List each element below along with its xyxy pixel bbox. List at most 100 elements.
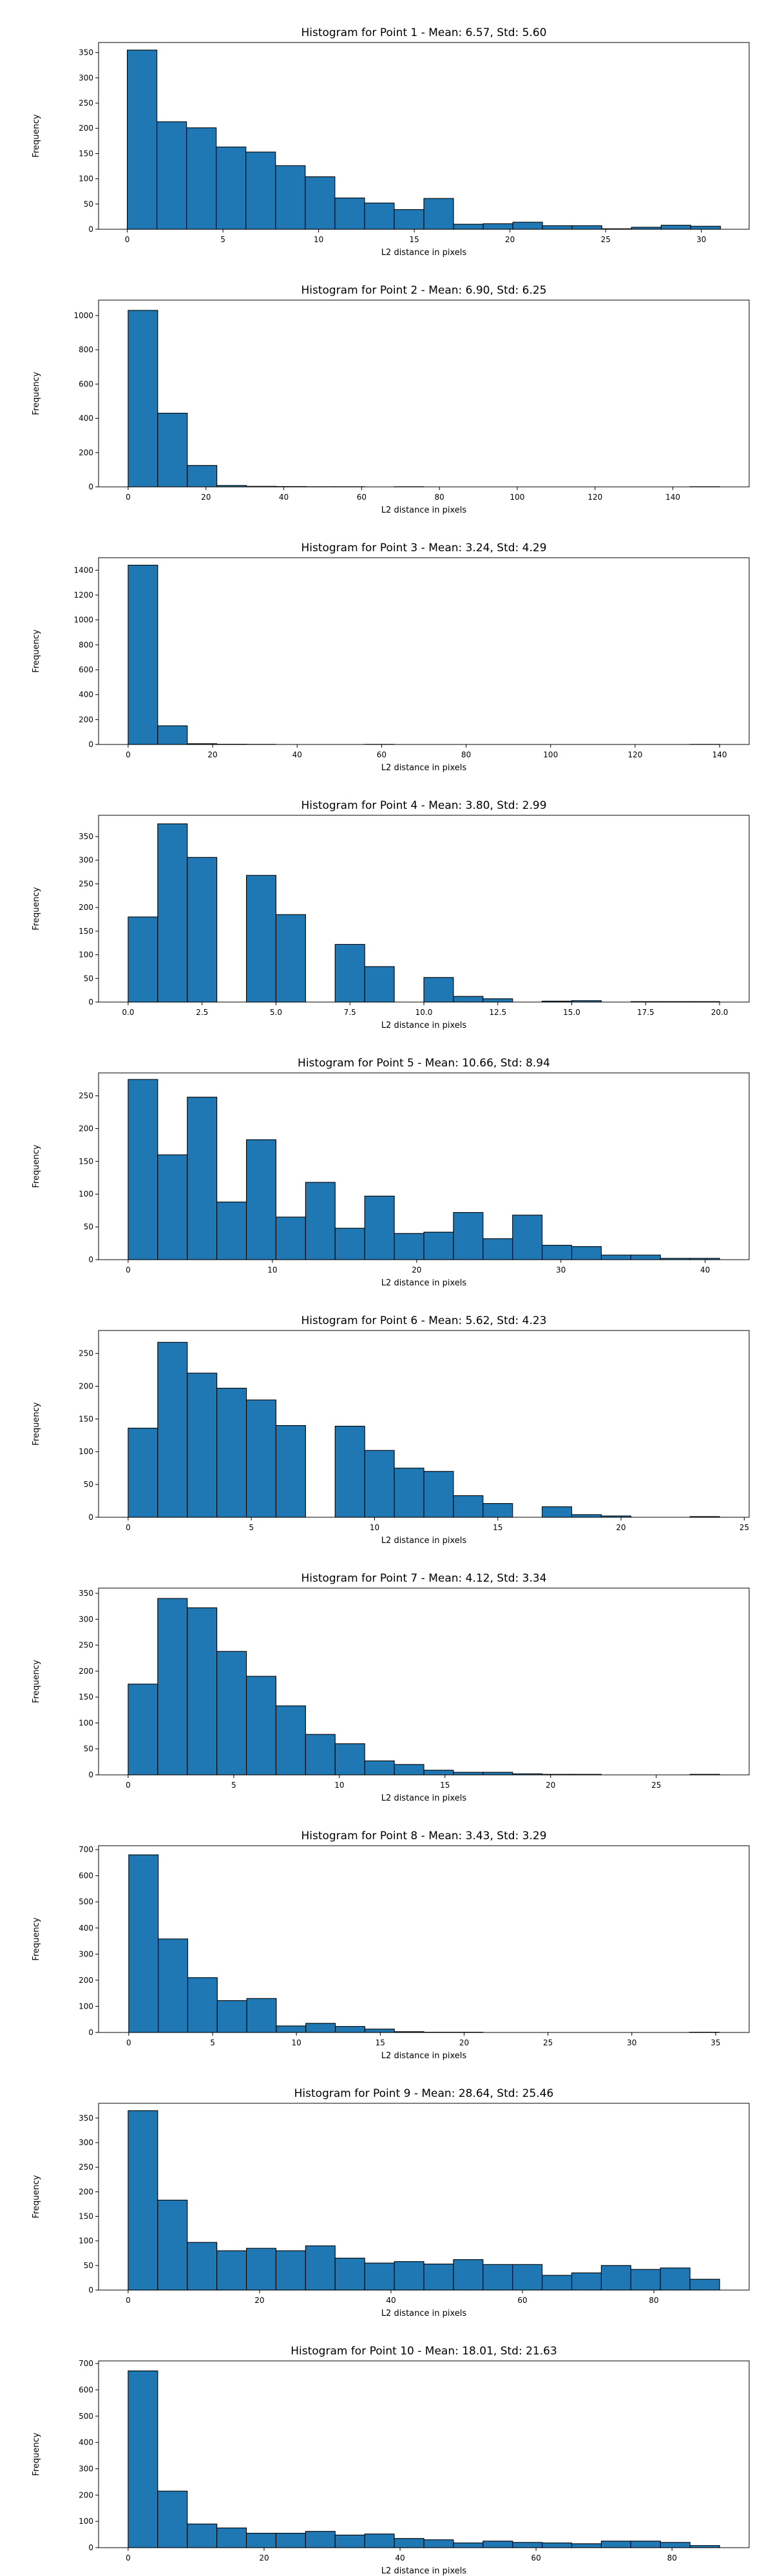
histogram-bar (334, 2534, 365, 2548)
histogram-bar (334, 2257, 365, 2291)
histogram-bar (660, 225, 691, 230)
histogram-bar (542, 2275, 573, 2291)
x-tick-label: 25 (543, 2038, 553, 2047)
histogram-bar (571, 1246, 602, 1260)
chart-title: Histogram for Point 7 - Mean: 4.12, Std:… (301, 1572, 546, 1585)
x-tick-label: 40 (279, 493, 289, 502)
y-axis-label: Frequency (32, 114, 41, 157)
y-tick-label: 100 (79, 2002, 93, 2011)
x-tick-label: 5 (220, 235, 225, 244)
histogram-bar (157, 121, 187, 230)
axes-frame (98, 2360, 750, 2548)
histogram-bar (334, 1743, 365, 1776)
x-axis-label: L2 distance in pixels (381, 2051, 467, 2061)
histogram-bar (128, 565, 158, 745)
y-tick-label: 200 (79, 1667, 93, 1676)
histogram-bar (157, 1154, 188, 1260)
axes-frame (98, 299, 750, 488)
x-tick-label: 0 (125, 235, 130, 244)
x-tick-label: 100 (543, 750, 558, 759)
histogram-bar (453, 2543, 484, 2548)
y-tick-label: 100 (79, 2237, 93, 2246)
y-tick-label: 350 (79, 2114, 93, 2123)
histogram-bar (275, 1425, 306, 1518)
chart-title: Histogram for Point 5 - Mean: 10.66, Std… (298, 1057, 550, 1070)
histogram-bar (245, 1676, 277, 1776)
y-axis-label: Frequency (32, 1660, 41, 1703)
y-tick-label: 300 (79, 1949, 93, 1958)
y-tick-label: 0 (88, 2543, 93, 2552)
x-tick-label: 10 (267, 1265, 277, 1274)
histogram-bar (423, 198, 454, 230)
chart-title: Histogram for Point 2 - Mean: 6.90, Std:… (301, 284, 546, 297)
x-tick-label: 100 (510, 493, 525, 502)
histogram-bar (245, 1399, 277, 1518)
y-tick-label: 700 (79, 1845, 93, 1854)
x-tick-label: 40 (386, 2296, 396, 2305)
y-tick-label: 250 (79, 1641, 93, 1650)
histogram-bar (542, 225, 573, 230)
histogram-bar (423, 1770, 454, 1776)
x-tick-label: 5 (249, 1523, 254, 1532)
x-tick-label: 0 (126, 1781, 131, 1790)
histogram-bar (216, 2250, 247, 2291)
x-tick-label: 30 (627, 2038, 636, 2047)
x-tick-label: 60 (517, 2296, 527, 2305)
x-tick-label: 80 (435, 493, 444, 502)
x-tick-label: 20 (459, 2038, 469, 2047)
x-tick-label: 12.5 (489, 1008, 506, 1017)
histogram-bar (275, 1217, 306, 1260)
y-tick-label: 400 (79, 690, 93, 699)
histogram-bar (364, 1195, 395, 1260)
histogram-bars (128, 1079, 720, 1260)
histogram-bar (453, 1495, 484, 1518)
y-tick-label: 0 (88, 1255, 93, 1264)
x-tick-label: 25 (740, 1523, 749, 1532)
x-tick-label: 20.0 (711, 1008, 729, 1017)
y-tick-label: 0 (88, 998, 93, 1007)
histogram-bar (305, 1734, 336, 1776)
histogram-bar (187, 1372, 218, 1518)
x-tick-label: 140 (665, 493, 680, 502)
histogram-bar (216, 2000, 247, 2033)
y-tick-label: 250 (79, 1092, 93, 1101)
histogram-bar (186, 127, 217, 230)
y-tick-label: 200 (79, 2490, 93, 2499)
histogram-bar (187, 857, 218, 1003)
histogram-bar (453, 223, 484, 230)
y-axis-label: Frequency (32, 2175, 41, 2218)
x-tick-label: 15.0 (563, 1008, 580, 1017)
y-axis-label: Frequency (32, 1402, 41, 1445)
y-tick-label: 0 (88, 2028, 93, 2037)
histogram-bar (571, 1514, 602, 1518)
histogram-bar (364, 2262, 395, 2291)
x-tick-label: 0 (126, 2296, 131, 2305)
y-tick-label: 800 (79, 640, 93, 649)
y-tick-label: 0 (88, 1513, 93, 1522)
x-tick-label: 20 (259, 2553, 269, 2562)
histogram-bar (275, 914, 306, 1003)
y-axis-label: Frequency (32, 629, 41, 672)
x-tick-label: 140 (712, 750, 727, 759)
histogram-bars (128, 310, 720, 488)
histogram-bar (128, 310, 158, 488)
x-tick-label: 5 (210, 2038, 215, 2047)
y-tick-label: 350 (79, 48, 93, 57)
histogram-bar (453, 1772, 484, 1776)
x-tick-label: 60 (531, 2553, 540, 2562)
histogram-bar (128, 1683, 158, 1776)
x-tick-label: 120 (587, 493, 602, 502)
y-axis-label: Frequency (32, 887, 41, 930)
y-tick-label: 200 (79, 2187, 93, 2196)
histogram-bar (187, 1977, 218, 2033)
histogram-bar (364, 2533, 395, 2548)
y-tick-label: 200 (79, 124, 93, 133)
x-axis-label: L2 distance in pixels (381, 506, 467, 515)
x-tick-label: 80 (461, 750, 471, 759)
y-tick-label: 500 (79, 1897, 93, 1906)
x-tick-label: 80 (649, 2296, 658, 2305)
x-tick-label: 120 (627, 750, 642, 759)
y-tick-label: 100 (79, 951, 93, 960)
y-tick-label: 300 (79, 1615, 93, 1624)
